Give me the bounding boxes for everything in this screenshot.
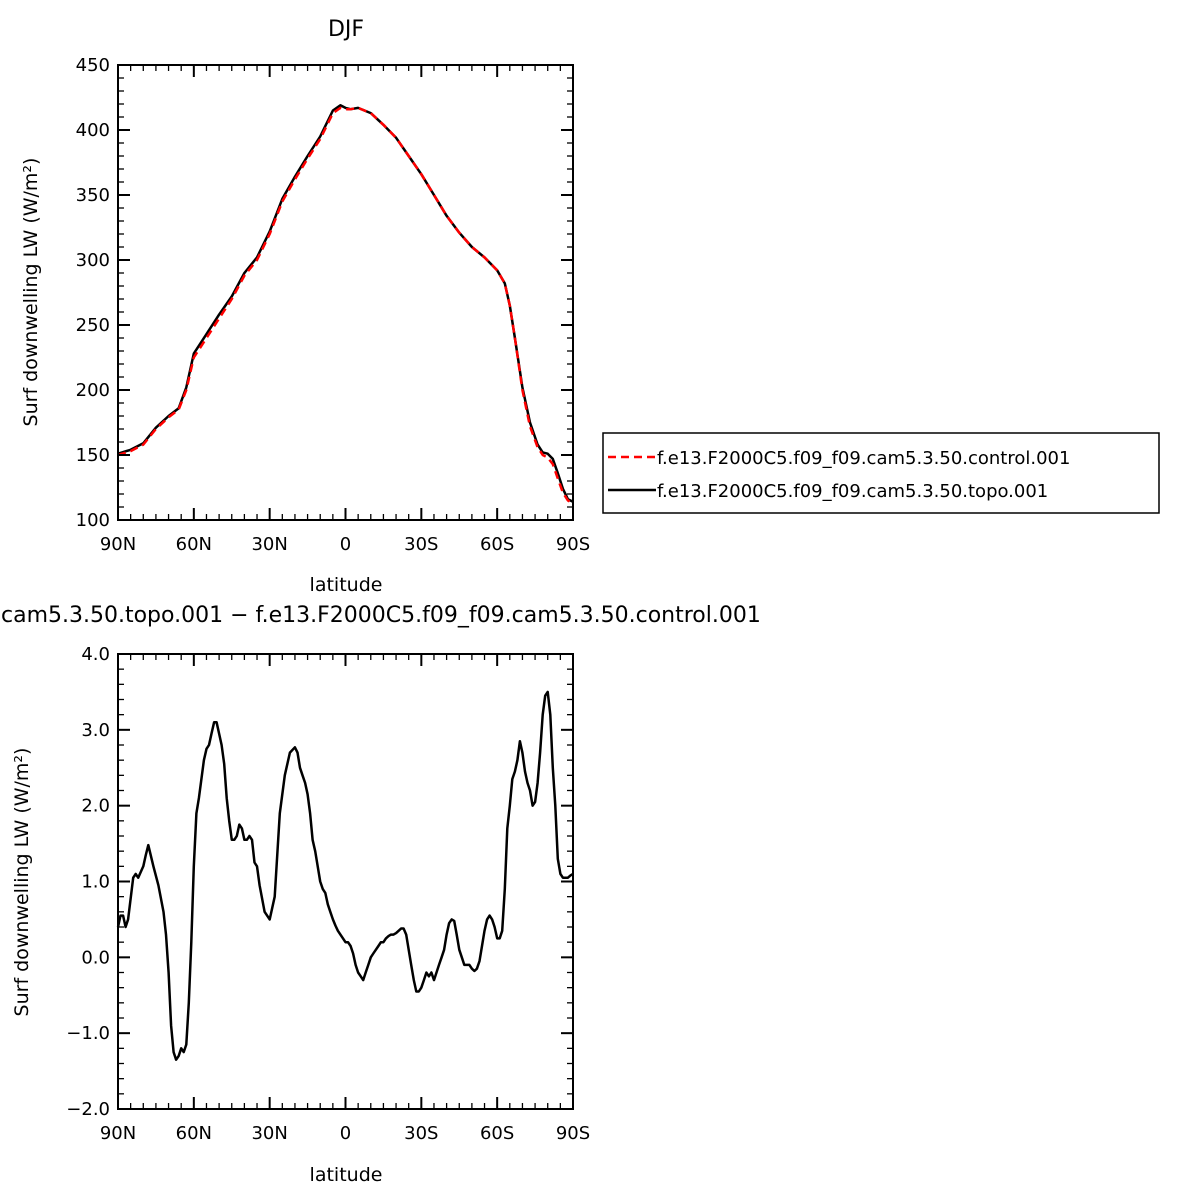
chart-title-bottom: .cam5.3.50.topo.001 − f.e13.F2000C5.f09_… bbox=[0, 603, 761, 628]
x-tick-label: 30N bbox=[251, 1123, 287, 1144]
series-line-0-1 bbox=[117, 104, 574, 503]
x-tick-label: 30N bbox=[251, 534, 287, 555]
legend-box bbox=[602, 432, 1160, 514]
legend-label-topo: f.e13.F2000C5.f09_f09.cam5.3.50.topo.001 bbox=[657, 481, 1048, 502]
y-tick-label: 400 bbox=[76, 120, 110, 141]
x-tick-label: 60S bbox=[480, 1123, 514, 1144]
y-tick-label: 3.0 bbox=[81, 720, 110, 741]
tick-group-top: 100 150 200 250 300 350 400 450 90N 60N 30N 0 30S 60S… bbox=[76, 55, 591, 555]
x-tick-label: 60N bbox=[176, 1123, 212, 1144]
x-tick-label: 90S bbox=[556, 1123, 590, 1144]
y-tick-label: 2.0 bbox=[81, 796, 110, 817]
x-tick-label: 90N bbox=[100, 1123, 136, 1144]
legend-label-control: f.e13.F2000C5.f09_f09.cam5.3.50.control.… bbox=[657, 448, 1070, 469]
x-tick-label: 60S bbox=[480, 534, 514, 555]
y-tick-label: 150 bbox=[76, 445, 110, 466]
x-tick-label: 30S bbox=[404, 534, 438, 555]
y-tick-label: −2.0 bbox=[66, 1099, 110, 1120]
y-tick-label: 250 bbox=[76, 315, 110, 336]
tick-group-bottom: −2.0 −1.0 0.0 1.0 2.0 3.0 4.0 90N 60N 30N 0 30S 60S 9… bbox=[66, 644, 590, 1144]
y-tick-label: 1.0 bbox=[81, 872, 110, 893]
series-group-bottom bbox=[116, 690, 574, 1061]
y-tick-label: 200 bbox=[76, 380, 110, 401]
legend: f.e13.F2000C5.f09_f09.cam5.3.50.control.… bbox=[602, 432, 1160, 514]
x-tick-label: 0 bbox=[340, 1123, 351, 1144]
y-tick-label: 450 bbox=[76, 55, 110, 76]
series-line-0-0 bbox=[117, 106, 574, 505]
plot-frame-top bbox=[117, 64, 574, 521]
y-tick-label: 350 bbox=[76, 185, 110, 206]
chart-title-top: DJF bbox=[328, 17, 364, 42]
y-axis-label-top: Surf downwelling LW (W/m²) bbox=[20, 158, 42, 427]
x-tick-label: 90S bbox=[556, 534, 590, 555]
y-tick-label: 0.0 bbox=[81, 947, 110, 968]
x-tick-label: 60N bbox=[176, 534, 212, 555]
y-tick-label: 300 bbox=[76, 250, 110, 271]
y-tick-label: 4.0 bbox=[81, 644, 110, 665]
y-tick-label: 100 bbox=[76, 510, 110, 531]
y-axis-label-bottom: Surf downwelling LW (W/m²) bbox=[11, 748, 33, 1017]
series-line-1-0 bbox=[116, 690, 574, 1061]
chart-panel-top: DJF 100 150 200 250 300 350 400 450 90N 60N 30N 0 30… bbox=[20, 17, 1160, 596]
y-tick-label: −1.0 bbox=[66, 1023, 110, 1044]
x-axis-label-top: latitude bbox=[310, 574, 383, 596]
x-tick-label: 30S bbox=[404, 1123, 438, 1144]
x-tick-label: 90N bbox=[100, 534, 136, 555]
x-tick-label: 0 bbox=[340, 534, 351, 555]
chart-panel-bottom: .cam5.3.50.topo.001 − f.e13.F2000C5.f09_… bbox=[0, 603, 761, 1186]
x-axis-label-bottom: latitude bbox=[310, 1164, 383, 1186]
series-group-top bbox=[117, 104, 574, 505]
